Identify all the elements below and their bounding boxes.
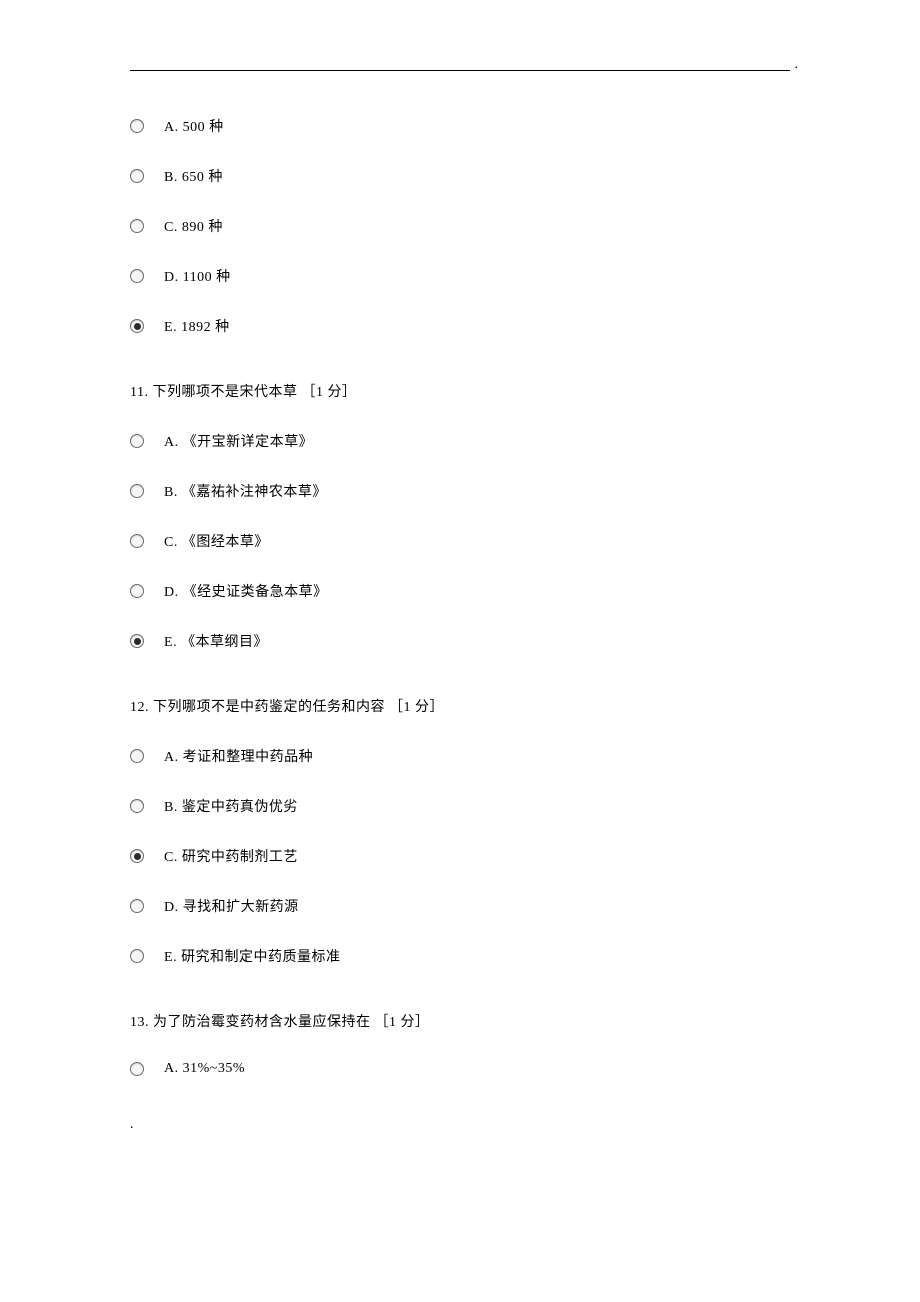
option-label: E. 《本草纲目》: [164, 631, 268, 651]
q10-option-e[interactable]: E. 1892 种: [130, 316, 790, 336]
radio-icon: [130, 434, 144, 448]
option-label: C. 《图经本草》: [164, 531, 269, 551]
radio-icon: [130, 219, 144, 233]
q10-option-b[interactable]: B. 650 种: [130, 166, 790, 186]
q11-option-a[interactable]: A. 《开宝新详定本草》: [130, 431, 790, 451]
radio-icon: [130, 169, 144, 183]
radio-icon: [130, 849, 144, 863]
radio-icon: [130, 534, 144, 548]
q13-stem: 13. 为了防治霉变药材含水量应保持在 ［1 分］: [130, 1011, 790, 1031]
q10-option-a[interactable]: A. 500 种: [130, 116, 790, 136]
option-label: B. 650 种: [164, 166, 223, 186]
option-label: D. 寻找和扩大新药源: [164, 896, 299, 916]
q12-option-d[interactable]: D. 寻找和扩大新药源: [130, 896, 790, 916]
q11-option-d[interactable]: D. 《经史证类备急本草》: [130, 581, 790, 601]
option-label: E. 研究和制定中药质量标准: [164, 946, 341, 966]
q11-option-e[interactable]: E. 《本草纲目》: [130, 631, 790, 651]
radio-icon: [130, 484, 144, 498]
q10-option-c[interactable]: C. 890 种: [130, 216, 790, 236]
option-label: A. 考证和整理中药品种: [164, 746, 313, 766]
q11-option-b[interactable]: B. 《嘉祐补注神农本草》: [130, 481, 790, 501]
option-label: E. 1892 种: [164, 316, 230, 336]
top-horizontal-rule: [130, 70, 790, 71]
option-label: A. 《开宝新详定本草》: [164, 431, 313, 451]
q13-option-a[interactable]: A. 31%~35%: [130, 1061, 790, 1077]
q12-option-b[interactable]: B. 鉴定中药真伪优劣: [130, 796, 790, 816]
option-label: D. 1100 种: [164, 266, 231, 286]
radio-icon: [130, 899, 144, 913]
radio-icon: [130, 634, 144, 648]
radio-icon: [130, 949, 144, 963]
option-label: B. 《嘉祐补注神农本草》: [164, 481, 327, 501]
q12-stem: 12. 下列哪项不是中药鉴定的任务和内容 ［1 分］: [130, 696, 790, 716]
radio-icon: [130, 269, 144, 283]
radio-icon: [130, 584, 144, 598]
radio-icon: [130, 799, 144, 813]
option-label: C. 研究中药制剂工艺: [164, 846, 298, 866]
q12-option-a[interactable]: A. 考证和整理中药品种: [130, 746, 790, 766]
option-label: C. 890 种: [164, 216, 223, 236]
radio-icon: [130, 1062, 144, 1076]
q11-option-c[interactable]: C. 《图经本草》: [130, 531, 790, 551]
option-label: B. 鉴定中药真伪优劣: [164, 796, 298, 816]
q11-stem: 11. 下列哪项不是宋代本草 ［1 分］: [130, 381, 790, 401]
q12-option-e[interactable]: E. 研究和制定中药质量标准: [130, 946, 790, 966]
footer-dot: .: [130, 1117, 790, 1133]
radio-icon: [130, 319, 144, 333]
option-label: A. 500 种: [164, 116, 224, 136]
q12-option-c[interactable]: C. 研究中药制剂工艺: [130, 846, 790, 866]
option-label: A. 31%~35%: [164, 1061, 245, 1077]
option-label: D. 《经史证类备急本草》: [164, 581, 328, 601]
radio-icon: [130, 119, 144, 133]
q10-option-d[interactable]: D. 1100 种: [130, 266, 790, 286]
radio-icon: [130, 749, 144, 763]
